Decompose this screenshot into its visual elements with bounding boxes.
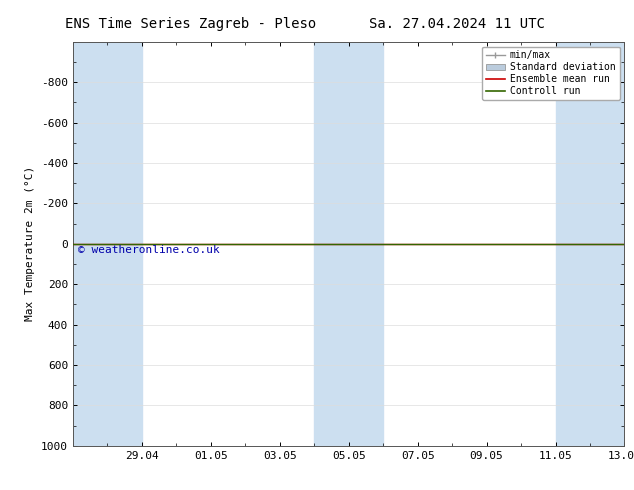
Legend: min/max, Standard deviation, Ensemble mean run, Controll run: min/max, Standard deviation, Ensemble me… [482,47,619,100]
Y-axis label: Max Temperature 2m (°C): Max Temperature 2m (°C) [25,166,36,321]
Text: Sa. 27.04.2024 11 UTC: Sa. 27.04.2024 11 UTC [368,17,545,31]
Bar [314,42,383,446]
Text: ENS Time Series Zagreb - Pleso: ENS Time Series Zagreb - Pleso [65,17,316,31]
Text: © weatheronline.co.uk: © weatheronline.co.uk [79,245,220,255]
Bar [73,42,142,446]
Bar [555,42,624,446]
